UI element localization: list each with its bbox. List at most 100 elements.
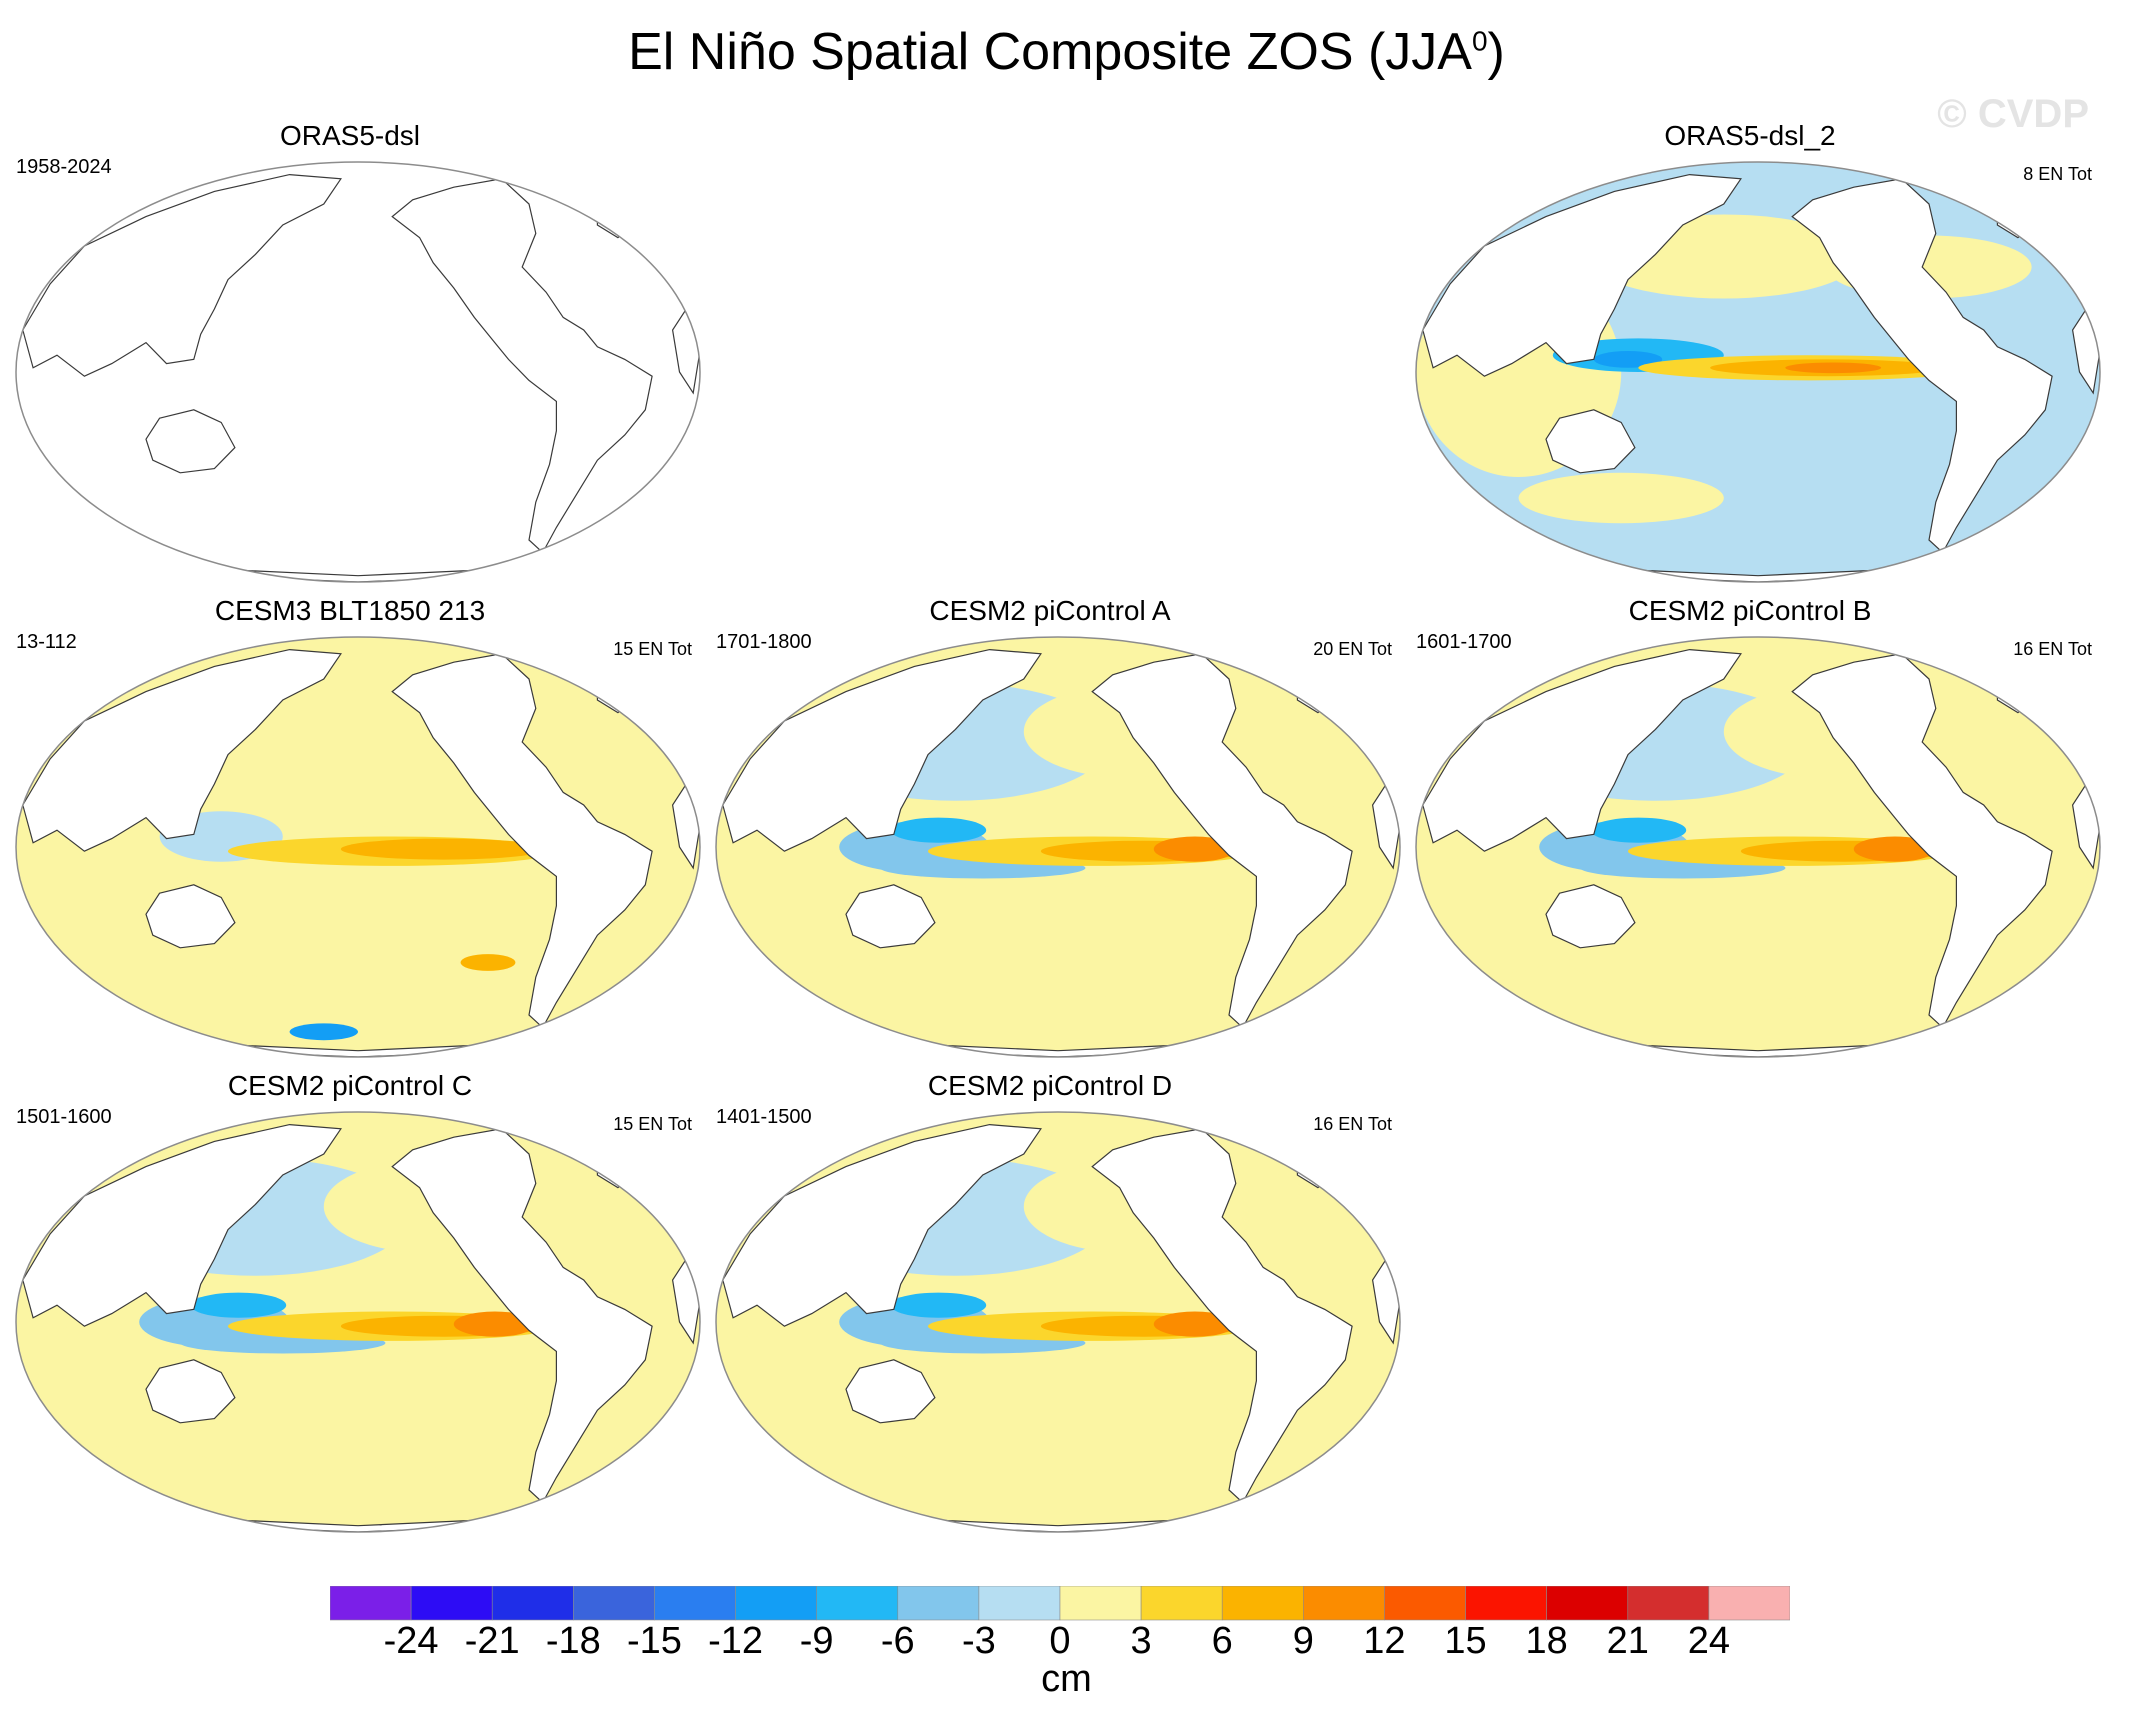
- anomaly-contour: [852, 882, 1229, 1001]
- coastline-americas: [391, 1128, 653, 1504]
- anomaly-contour: [169, 826, 615, 994]
- colorbar-swatch: [1627, 1586, 1710, 1621]
- panel-period: 1501-1600: [16, 1106, 112, 1128]
- panel-period: 1701-1800: [716, 631, 812, 653]
- colorbar-swatch: [410, 1586, 493, 1621]
- map-frame: [15, 1111, 701, 1533]
- map-panel: CESM2 piControl C 1501-1600 15 EN Tot: [0, 1070, 701, 1540]
- panel-title: CESM2 piControl D: [927, 1070, 1173, 1101]
- anomaly-contour: [716, 847, 887, 973]
- coastline-americas: [391, 178, 653, 554]
- coastline-asia: [1422, 173, 1742, 377]
- anomaly-contour: [890, 1292, 987, 1318]
- map-frame: [1415, 161, 2101, 583]
- coastline-australia: [1545, 884, 1636, 949]
- colorbar-swatch: [978, 1586, 1061, 1621]
- colorbar-swatch: [573, 1586, 655, 1621]
- anomaly-contour: [1518, 472, 1724, 524]
- anomaly-contour: [289, 1023, 358, 1041]
- anomaly-contour: [716, 1322, 887, 1448]
- panel-period: 13-112: [16, 631, 77, 653]
- panel-title: CESM2 piControl C: [227, 1070, 473, 1101]
- map-panel: ORAS5-dsl 1958-2024: [0, 120, 701, 590]
- robinson-map: [715, 636, 1401, 1058]
- coastline-americas: [1791, 178, 2053, 554]
- panel-title: CESM3 BLT1850 213: [214, 595, 486, 626]
- robinson-map: [1415, 161, 2101, 583]
- map-frame: [715, 636, 1401, 1058]
- colorbar-tick-label: -9: [799, 1620, 834, 1662]
- coastline-australia: [845, 1359, 936, 1424]
- panel-title: CESM2 piControl B: [1628, 595, 1872, 626]
- map-frame: [715, 1111, 1401, 1533]
- map-panel: ORAS5-dsl_2 8 EN Tot: [1400, 120, 2101, 590]
- colorbar-swatch: [735, 1586, 817, 1621]
- anomaly-contour: [1416, 847, 1587, 973]
- anomaly-contour: [16, 1322, 187, 1448]
- anomaly-contour: [453, 1311, 536, 1337]
- coastline-americas: [1091, 653, 1353, 1029]
- colorbar-swatch: [1465, 1586, 1547, 1621]
- panel-period: 1958-2024: [16, 156, 112, 178]
- panel-period: 1401-1500: [716, 1106, 812, 1128]
- panel-event-count: 16 EN Tot: [1313, 1114, 1392, 1134]
- robinson-map: [15, 1111, 701, 1533]
- colorbar-tick-label: 9: [1292, 1620, 1314, 1662]
- colorbar-tick-label: 0: [1049, 1620, 1071, 1662]
- colorbar-tick-label: 24: [1687, 1620, 1731, 1662]
- coastline-asia: [722, 648, 1042, 852]
- map-frame: [15, 636, 701, 1058]
- coastline-asia: [22, 1123, 342, 1327]
- anomaly-contour: [190, 1292, 287, 1318]
- anomaly-contour: [852, 1357, 1229, 1476]
- coastline-asia: [22, 173, 342, 377]
- panel-event-count: 20 EN Tot: [1313, 639, 1392, 659]
- anomaly-contour: [1853, 836, 1936, 862]
- panel-event-count: 16 EN Tot: [2013, 639, 2092, 659]
- map-panel: CESM2 piControl B 1601-1700 16 EN Tot: [1400, 595, 2101, 1065]
- colorbar-swatch: [816, 1586, 899, 1621]
- map-panel: CESM2 piControl D 1401-1500 16 EN Tot: [700, 1070, 1401, 1540]
- robinson-map: [15, 636, 701, 1058]
- coastline-antarctica: [84, 547, 632, 582]
- anomaly-contour: [890, 817, 987, 843]
- colorbar-tick-label: -6: [880, 1620, 915, 1662]
- map-frame: [1415, 636, 2101, 1058]
- colorbar-labels: -24 -21 -18 -15 -12 -9 -6 -3 0 3 6 9 12 15 18 21 24: [0, 1620, 2133, 1670]
- robinson-map: [15, 161, 701, 583]
- panel-title: CESM2 piControl A: [929, 595, 1171, 626]
- colorbar-tick-label: 3: [1130, 1620, 1152, 1662]
- robinson-map: [715, 1111, 1401, 1533]
- map-panel: CESM2 piControl A 1701-1800 20 EN Tot: [700, 595, 1401, 1065]
- coastline-australia: [145, 409, 236, 474]
- robinson-map: [1415, 636, 2101, 1058]
- coastline-australia: [145, 1359, 236, 1424]
- figure-title: El Niño Spatial Composite ZOS (JJA0): [628, 23, 1505, 81]
- anomaly-contour: [460, 954, 516, 971]
- colorbar-tick-label: -24: [383, 1620, 439, 1662]
- anomaly-contour: [1552, 882, 1929, 1001]
- colorbar-units: cm: [1041, 1658, 1092, 1700]
- coastline-americas: [391, 653, 653, 1029]
- colorbar-tick-label: 21: [1606, 1620, 1649, 1662]
- anomaly-contour: [1593, 351, 1663, 368]
- coastline-australia: [1545, 409, 1636, 474]
- map-frame: [15, 161, 701, 583]
- colorbar-swatch: [897, 1586, 980, 1621]
- colorbar-swatch: [330, 1586, 412, 1621]
- coastline-americas: [1091, 1128, 1353, 1504]
- colorbar-swatch: [1708, 1586, 1790, 1621]
- colorbar-swatch: [1384, 1586, 1466, 1621]
- colorbar-tick-label: 18: [1525, 1620, 1568, 1662]
- coastline-asia: [22, 648, 342, 852]
- coastline-asia: [722, 1123, 1042, 1327]
- coastline-africa_edge: [671, 307, 700, 395]
- map-panel: CESM3 BLT1850 213 13-112 15 EN Tot: [0, 595, 701, 1065]
- anomaly-contour: [1153, 1311, 1236, 1337]
- colorbar-swatch: [654, 1586, 736, 1621]
- panel-event-count: 8 EN Tot: [2023, 164, 2092, 184]
- colorbar: [330, 1586, 1790, 1621]
- coastline-asia: [1422, 648, 1742, 852]
- colorbar-tick-label: -15: [626, 1620, 682, 1662]
- panel-event-count: 15 EN Tot: [613, 639, 692, 659]
